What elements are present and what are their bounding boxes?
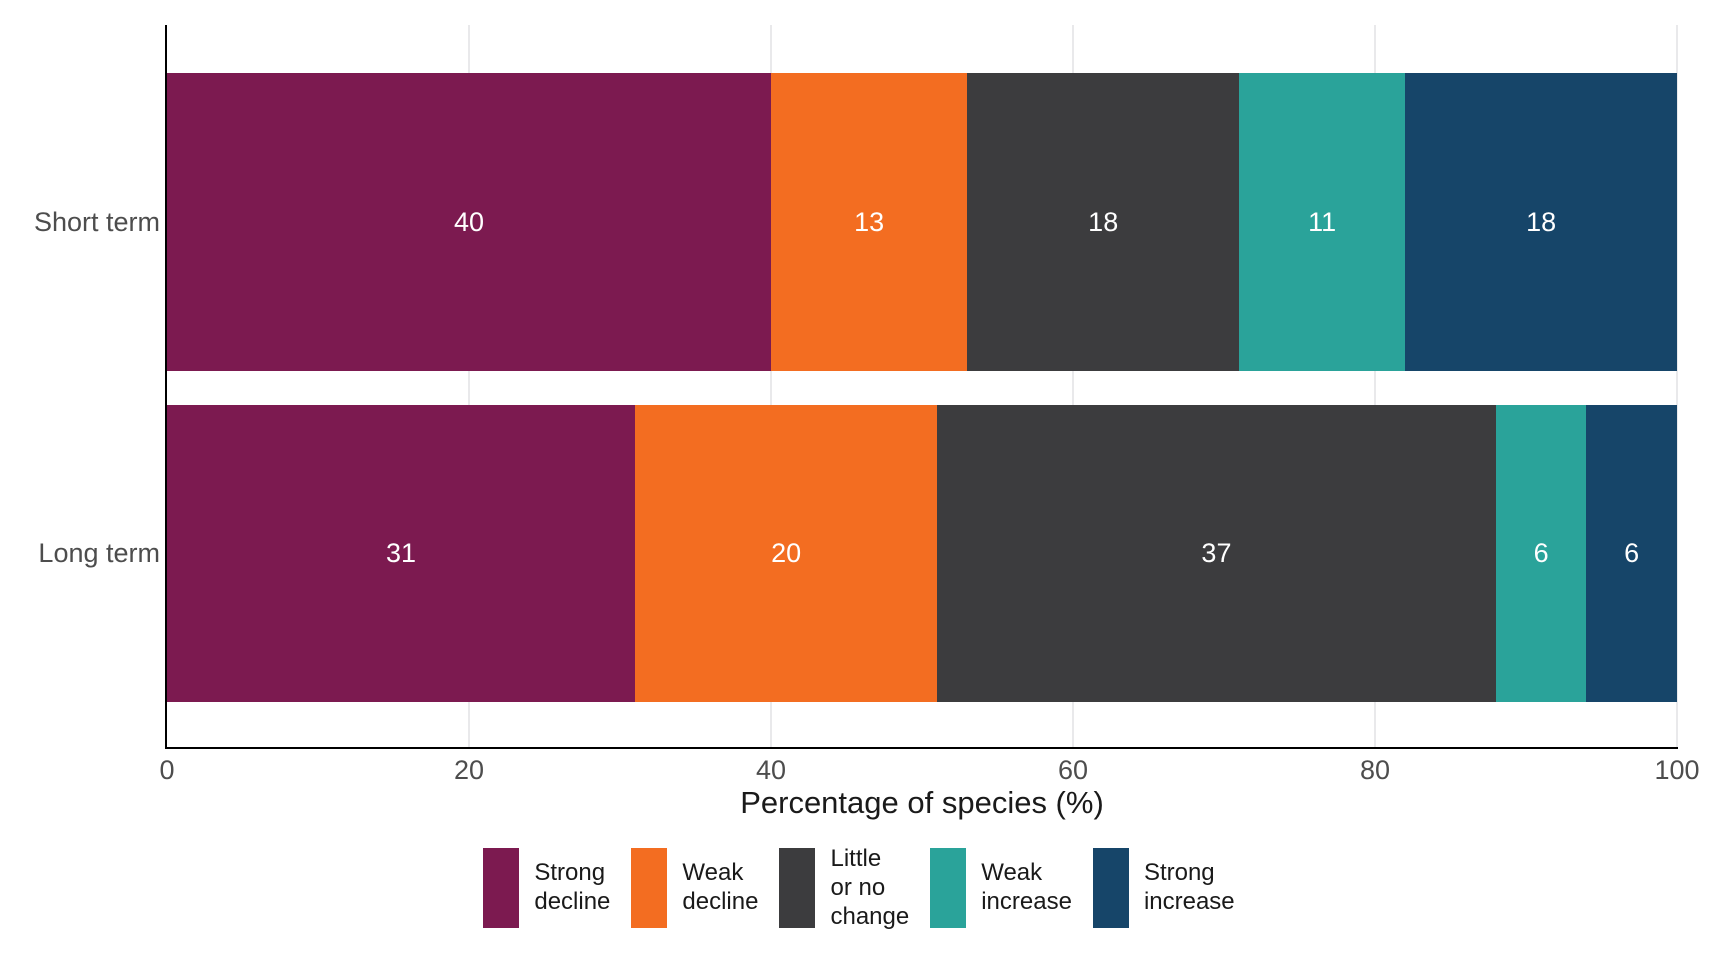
segment-value-label: 20 [771, 538, 802, 568]
segment-weak-increase: 6 [1495, 405, 1587, 702]
segment-little-or-no-change: 37 [937, 405, 1496, 702]
segment-value-label: 31 [386, 538, 417, 568]
bar-long-term: 31 20 37 6 6 [167, 405, 1677, 702]
gridline-80 [1374, 25, 1376, 748]
y-axis-line [165, 25, 167, 749]
x-tick-label-40: 40 [755, 755, 787, 785]
legend-item-strong-decline: Strong decline [483, 848, 611, 929]
legend-swatch-little-or-no-change [779, 848, 816, 929]
legend-item-little-or-no-change: Little or no change [779, 845, 909, 931]
gridline-40 [770, 25, 772, 748]
segment-value-label: 37 [1201, 538, 1232, 568]
plot-panel: 40 13 18 11 18 31 20 37 6 6 [167, 25, 1678, 748]
gridline-20 [468, 25, 470, 748]
segment-value-label: 6 [1624, 538, 1640, 568]
segment-value-label: 13 [854, 206, 885, 237]
gridline-60 [1072, 25, 1074, 748]
segment-value-label: 40 [453, 206, 485, 237]
segment-value-label: 11 [1308, 206, 1337, 237]
x-axis-line [165, 747, 1678, 749]
legend-swatch-strong-increase [1092, 848, 1129, 929]
x-tick-label-0: 0 [159, 755, 175, 785]
x-tick-label-20: 20 [453, 755, 485, 785]
segment-little-or-no-change: 18 [967, 73, 1240, 371]
legend-item-weak-increase: Weak increase [930, 848, 1072, 929]
legend-item-weak-decline: Weak decline [631, 848, 759, 929]
segment-strong-decline: 31 [167, 405, 636, 702]
segment-strong-decline: 40 [167, 73, 771, 371]
segment-value-label: 6 [1533, 538, 1549, 568]
x-axis-title: Percentage of species (%) [740, 785, 1104, 820]
segment-strong-increase: 18 [1405, 73, 1677, 371]
segment-value-label: 18 [1526, 206, 1557, 237]
category-label-short-term: Short term [33, 206, 160, 237]
legend-label: Weak increase [981, 859, 1072, 916]
legend: Strong decline Weak decline Little or no… [0, 845, 1718, 931]
x-tick-label-60: 60 [1057, 755, 1089, 785]
x-tick-label-80: 80 [1359, 755, 1391, 785]
legend-label: Weak decline [682, 859, 759, 916]
segment-weak-increase: 11 [1239, 73, 1406, 371]
category-label-long-term: Long term [38, 538, 160, 568]
segment-weak-decline: 20 [635, 405, 938, 702]
legend-swatch-weak-increase [930, 848, 967, 929]
segment-strong-increase: 6 [1586, 405, 1677, 702]
legend-label: Strong increase [1143, 859, 1235, 916]
x-tick-label-100: 100 [1654, 755, 1700, 785]
segment-weak-decline: 13 [771, 73, 968, 371]
segment-value-label: 18 [1088, 206, 1119, 237]
legend-item-strong-increase: Strong increase [1092, 848, 1235, 929]
legend-swatch-weak-decline [631, 848, 668, 929]
bar-short-term: 40 13 18 11 18 [167, 73, 1677, 371]
gridline-100 [1676, 25, 1678, 748]
legend-label: Strong decline [534, 859, 611, 916]
legend-label: Little or no change [830, 845, 910, 930]
legend-swatch-strong-decline [483, 848, 520, 929]
